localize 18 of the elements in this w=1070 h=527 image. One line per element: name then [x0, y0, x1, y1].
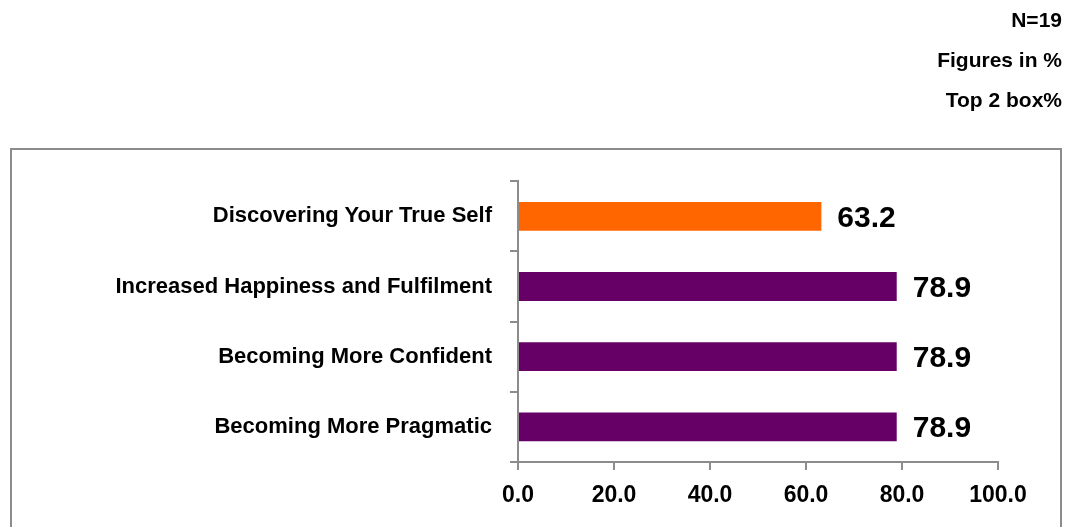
x-tick-label: 80.0: [879, 481, 925, 508]
data-label: 63.2: [837, 199, 896, 233]
x-tick-label: 40.0: [687, 481, 733, 508]
x-tick-label: 100.0: [969, 481, 1027, 508]
x-tick-label: 0.0: [502, 481, 534, 508]
y-tick-label: Discovering Your True Self: [212, 202, 493, 228]
x-tick-label: 60.0: [783, 481, 829, 508]
x-tick-label: 20.0: [591, 481, 637, 508]
text: Figures in %: [937, 47, 1062, 73]
text: N=19: [1010, 7, 1062, 33]
data-label: 78.9: [912, 269, 972, 303]
y-tick-label: Becoming More Pragmatic: [214, 412, 492, 438]
data-label: 78.9: [912, 410, 972, 444]
y-tick-label: Increased Happiness and Fulfilment: [115, 272, 493, 298]
chart-frame: 0.0 20.0 40.0 60.0 80.0 100.0 Discovering Your True Self Increased Happiness and Fulfilment Becoming More Confident Becoming More Pragmatic 63.2 78.9 78.9 78.9: [10, 148, 1062, 527]
data-label: 78.9: [912, 339, 972, 373]
y-tick-label: Becoming More Confident: [218, 342, 493, 368]
text: Top 2 box%: [944, 87, 1062, 113]
